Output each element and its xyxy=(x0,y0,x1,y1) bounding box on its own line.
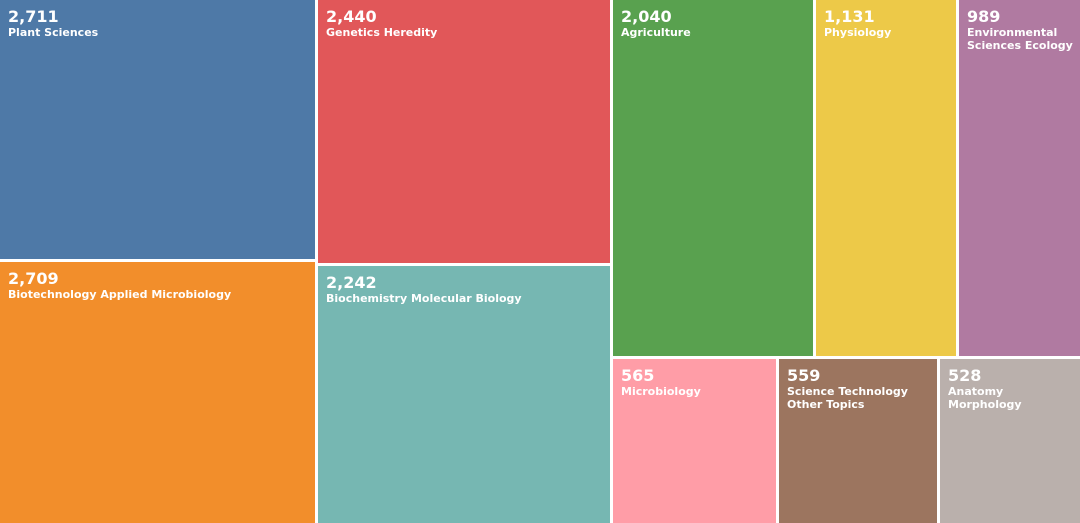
tile-label: Environmental Sciences Ecology xyxy=(967,26,1073,52)
tile-value: 2,440 xyxy=(326,7,377,26)
tile-value: 2,040 xyxy=(621,7,672,26)
treemap-tile: 2,440 Genetics Heredity xyxy=(318,0,610,263)
tile-value: 528 xyxy=(948,366,982,385)
tile-label: Microbiology xyxy=(621,385,701,398)
treemap-tile: 565 Microbiology xyxy=(613,359,776,523)
tile-value: 565 xyxy=(621,366,655,385)
treemap-tile: 1,131 Physiology xyxy=(816,0,956,356)
tile-value: 989 xyxy=(967,7,1001,26)
tile-label: Plant Sciences xyxy=(8,26,99,39)
tile-value: 2,242 xyxy=(326,273,377,292)
treemap-tile: 2,711 Plant Sciences xyxy=(0,0,315,259)
treemap-tile: 989 Environmental Sciences Ecology xyxy=(959,0,1080,356)
treemap-tile: 528 Anatomy Morphology xyxy=(940,359,1080,523)
treemap-tile: 2,709 Biotechnology Applied Microbiology xyxy=(0,262,315,523)
treemap-tile: 559 Science Technology Other Topics xyxy=(779,359,937,523)
tile-label: Science Technology Other Topics xyxy=(787,385,908,411)
treemap-tile: 2,242 Biochemistry Molecular Biology xyxy=(318,266,610,523)
tile-label: Genetics Heredity xyxy=(326,26,438,39)
tile-value: 2,709 xyxy=(8,269,59,288)
tile-label: Anatomy Morphology xyxy=(948,385,1022,411)
tile-value: 559 xyxy=(787,366,821,385)
tile-value: 2,711 xyxy=(8,7,59,26)
tile-label: Biochemistry Molecular Biology xyxy=(326,292,522,305)
tile-value: 1,131 xyxy=(824,7,875,26)
tile-label: Physiology xyxy=(824,26,892,39)
tile-label: Agriculture xyxy=(621,26,691,39)
treemap-tile: 2,040 Agriculture xyxy=(613,0,813,356)
tile-label: Biotechnology Applied Microbiology xyxy=(8,288,232,301)
